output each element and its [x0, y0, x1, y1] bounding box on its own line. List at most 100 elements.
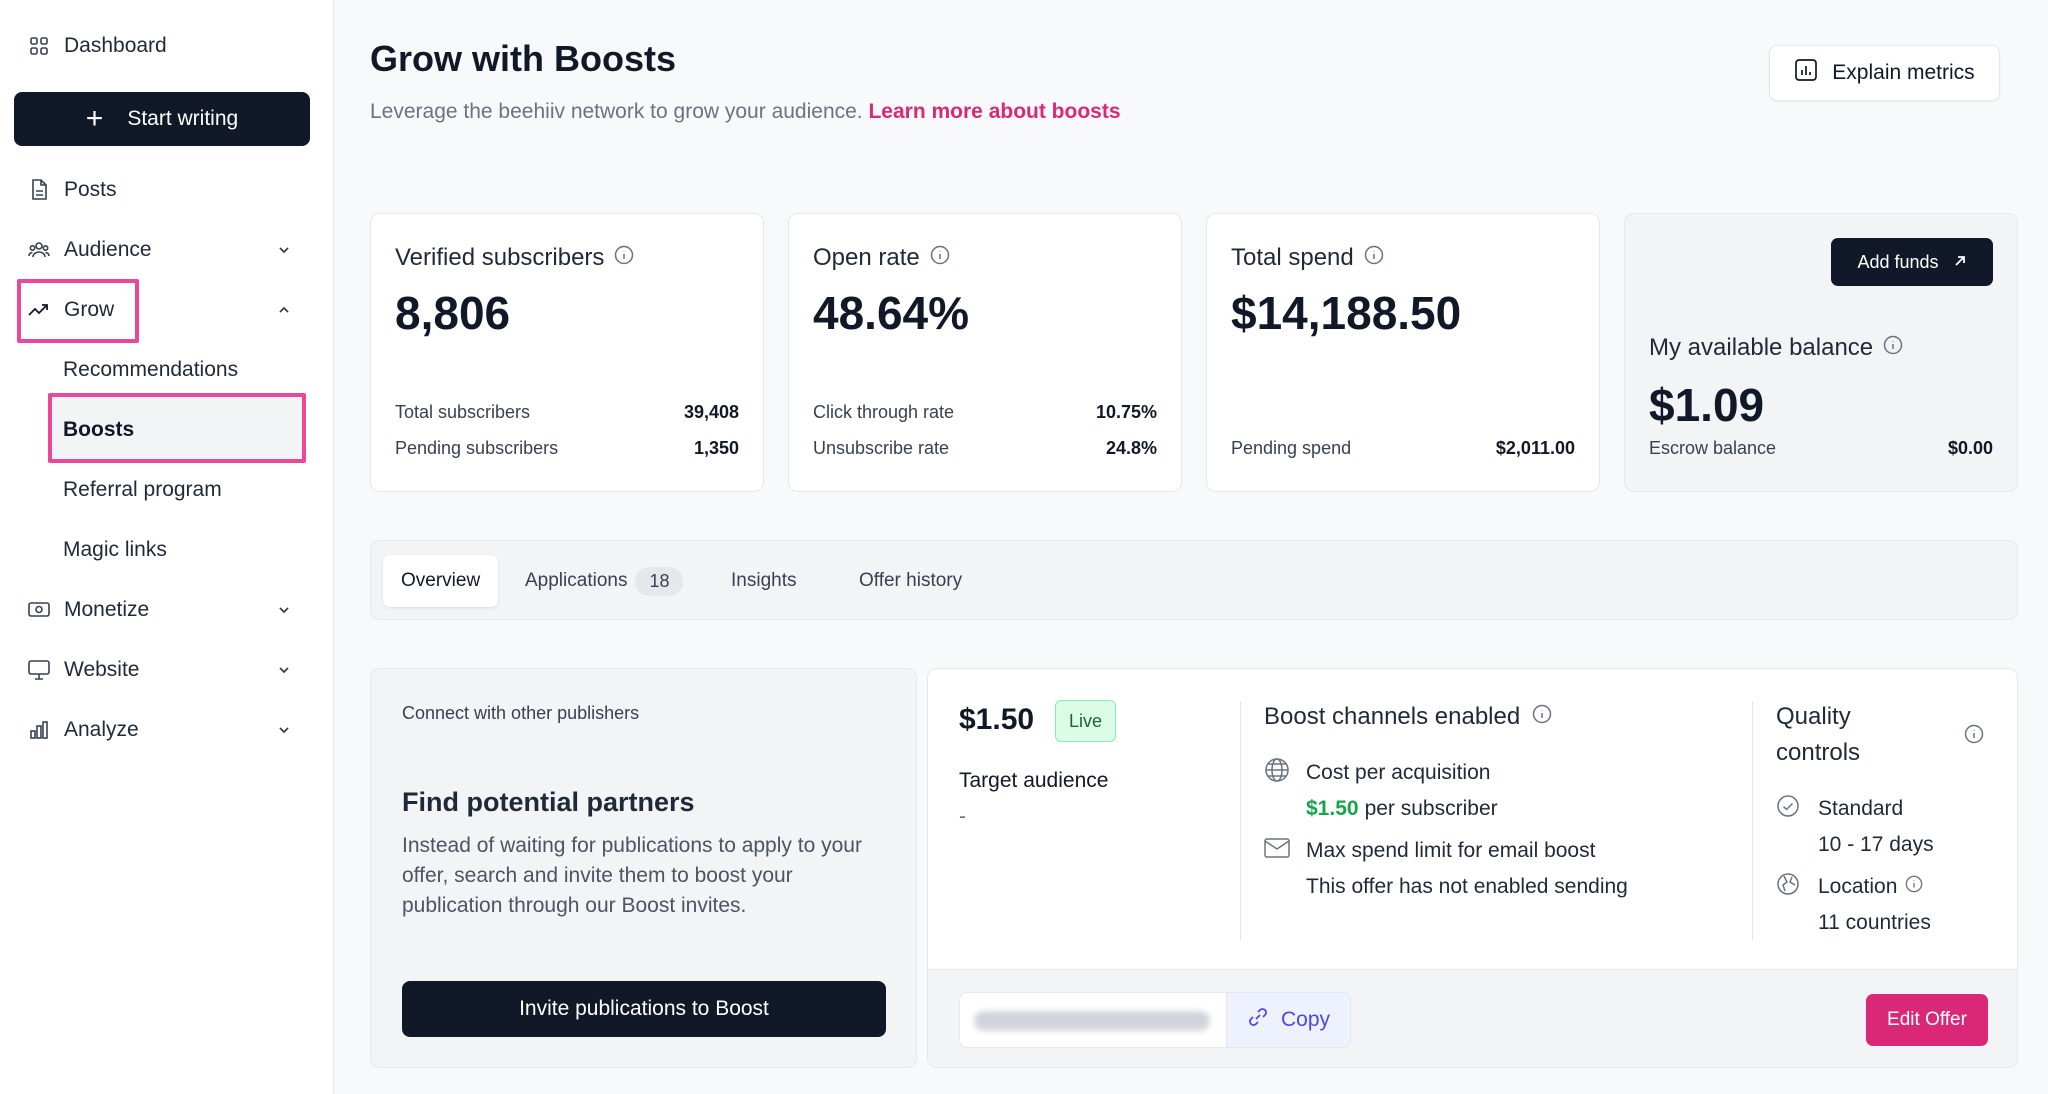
info-icon[interactable] — [1532, 703, 1552, 731]
chevron-down-icon — [274, 600, 294, 620]
sidebar-item-label: Grow — [64, 298, 115, 321]
monitor-icon — [28, 659, 50, 681]
chevron-down-icon — [274, 240, 294, 260]
info-icon[interactable] — [1883, 334, 1903, 362]
offer-card: $1.50 Live Target audience - Boost chann… — [927, 668, 2018, 1068]
edit-offer-label: Edit Offer — [1887, 1009, 1967, 1030]
sidebar-item-recommendations[interactable]: Recommendations — [49, 346, 238, 394]
sidebar-item-grow[interactable]: Grow — [14, 286, 310, 334]
info-icon[interactable] — [614, 244, 634, 272]
row-value: 10.75% — [1095, 402, 1157, 422]
sidebar-item-label: Recommendations — [63, 358, 239, 381]
tab-applications[interactable]: Applications 18 — [507, 555, 701, 607]
arrow-up-right-icon — [1953, 252, 1967, 273]
card-label-text: Total spend — [1231, 244, 1354, 271]
cpa-price: $1.50 — [1306, 797, 1359, 820]
standard-row: Standard — [1776, 795, 1904, 821]
start-writing-button[interactable]: + Start writing — [14, 92, 310, 146]
sidebar-item-monetize[interactable]: Monetize — [14, 586, 310, 634]
sidebar-item-boosts[interactable]: Boosts — [49, 406, 134, 454]
standard-value: 10 - 17 days — [1818, 833, 1934, 856]
status-badge: Live — [1055, 700, 1117, 742]
partners-eyebrow: Connect with other publishers — [402, 703, 640, 723]
add-funds-button[interactable]: Add funds — [1831, 238, 1993, 286]
info-icon[interactable] — [930, 244, 950, 272]
offer-url-field[interactable] — [959, 992, 1227, 1048]
copy-label: Copy — [1280, 1008, 1331, 1031]
row-label: Pending spend — [1231, 438, 1352, 458]
heading-text: Boost channels enabled — [1264, 703, 1521, 730]
sidebar-item-label: Dashboard — [64, 34, 167, 57]
invite-label: Invite publications to Boost — [519, 997, 769, 1020]
info-icon[interactable] — [1364, 244, 1384, 272]
balance-card: Add funds My available balance $1.09 Esc… — [1624, 213, 2018, 492]
grid-icon — [28, 35, 50, 57]
email-row: Max spend limit for email boost — [1264, 838, 1596, 864]
explain-metrics-button[interactable]: Explain metrics — [1769, 45, 2000, 101]
find-partners-card: Connect with other publishers Find poten… — [370, 668, 917, 1068]
sidebar-item-posts[interactable]: Posts — [14, 166, 310, 214]
chevron-down-icon — [274, 720, 294, 740]
cash-icon — [28, 599, 50, 621]
card-value: 8,806 — [395, 287, 511, 339]
target-audience-value: - — [959, 805, 966, 828]
grow-highlight — [17, 279, 139, 343]
chevron-up-icon — [274, 300, 294, 320]
card-label: Open rate — [813, 244, 950, 272]
cpa-row: Cost per acquisition — [1264, 758, 1490, 785]
sidebar-item-label: Boosts — [63, 418, 135, 441]
location-label: Location — [1818, 875, 1898, 898]
sidebar-item-dashboard[interactable]: Dashboard — [14, 22, 310, 70]
sidebar-item-audience[interactable]: Audience — [14, 226, 310, 274]
tab-overview[interactable]: Overview — [383, 555, 499, 607]
sidebar-item-label: Monetize — [64, 598, 150, 621]
copy-button[interactable]: Copy — [1226, 992, 1351, 1048]
info-icon[interactable] — [1964, 724, 1984, 749]
count-badge: 18 — [635, 566, 684, 596]
offer-footer: Copy Edit Offer — [928, 969, 2017, 1067]
sidebar-item-magic-links[interactable]: Magic links — [49, 526, 167, 574]
sidebar-item-website[interactable]: Website — [14, 646, 310, 694]
sidebar-item-label: Referral program — [63, 478, 222, 501]
standard-label: Standard — [1818, 797, 1904, 820]
sidebar: Dashboard + Start writing Posts Audience… — [0, 0, 334, 1094]
standard-value-row: 10 - 17 days — [1818, 833, 1934, 857]
card-value: $14,188.50 — [1231, 287, 1462, 339]
email-label: Max spend limit for email boost — [1306, 839, 1596, 862]
mail-icon — [1264, 838, 1290, 864]
subtitle-text: Leverage the beehiiv network to grow you… — [370, 100, 863, 123]
total-spend-card: Total spend $14,188.50 Pending spend $2,… — [1206, 213, 1600, 492]
tab-offer-history[interactable]: Offer history — [841, 555, 980, 607]
sidebar-item-analyze[interactable]: Analyze — [14, 706, 310, 754]
row-value: $2,011.00 — [1495, 438, 1575, 458]
learn-more-link[interactable]: Learn more about boosts — [868, 100, 1121, 123]
card-row: Pending spend $2,011.00 — [1231, 438, 1575, 459]
plus-icon: + — [85, 102, 104, 135]
partners-heading: Find potential partners — [402, 787, 695, 817]
sidebar-item-label: Analyze — [64, 718, 139, 741]
sidebar-item-label: Magic links — [63, 538, 167, 561]
start-writing-label: Start writing — [127, 107, 239, 130]
tab-insights[interactable]: Insights — [713, 555, 814, 607]
partners-body: Instead of waiting for publications to a… — [402, 834, 862, 917]
info-icon[interactable] — [1905, 875, 1923, 899]
page-subtitle: Leverage the beehiiv network to grow you… — [370, 100, 1121, 124]
card-value: $1.09 — [1649, 379, 1765, 431]
card-row: Unsubscribe rate 24.8% — [813, 438, 1157, 459]
invite-publications-button[interactable]: Invite publications to Boost — [402, 981, 886, 1037]
boost-channels-heading: Boost channels enabled — [1264, 703, 1552, 731]
document-icon — [28, 179, 50, 201]
card-value: 48.64% — [813, 287, 970, 339]
chart-icon — [1794, 58, 1818, 88]
row-value: $0.00 — [1947, 438, 1993, 458]
location-value-row: 11 countries — [1818, 911, 1931, 935]
add-funds-label: Add funds — [1857, 251, 1939, 272]
redacted-url — [974, 1011, 1210, 1031]
sidebar-item-referral-program[interactable]: Referral program — [49, 466, 222, 514]
boosts-highlight — [48, 393, 306, 463]
edit-offer-button[interactable]: Edit Offer — [1866, 994, 1988, 1046]
divider — [1240, 701, 1241, 941]
target-audience-label: Target audience — [959, 769, 1109, 792]
row-label: Total subscribers — [395, 402, 531, 422]
row-label: Escrow balance — [1649, 438, 1777, 458]
